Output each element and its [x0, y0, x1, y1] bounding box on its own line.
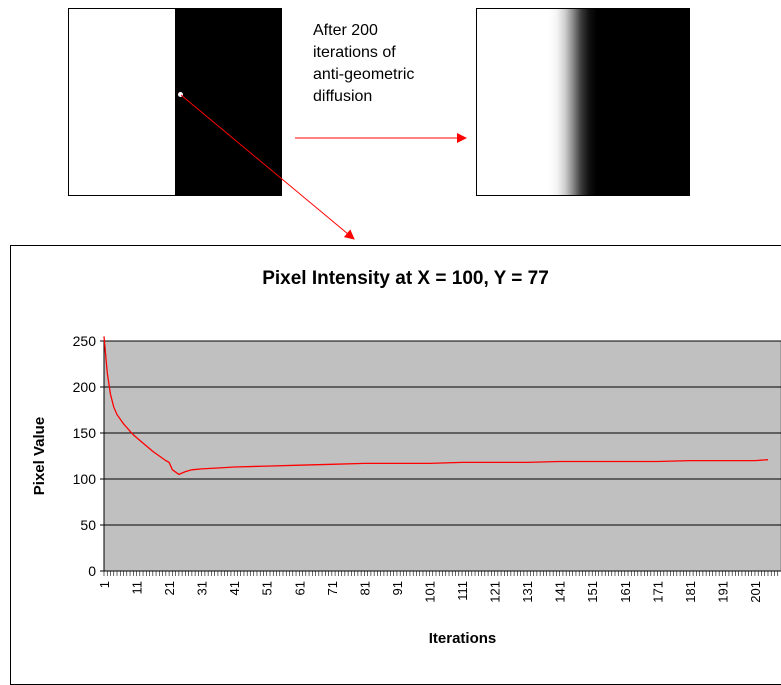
x-tick-label: 161: [618, 581, 633, 603]
caption-line-3: anti-geometric: [313, 66, 415, 83]
x-tick-label: 111: [455, 581, 470, 601]
x-tick-label: 171: [650, 581, 665, 603]
x-tick-label: 101: [422, 581, 437, 603]
x-tick-label: 11: [130, 581, 145, 595]
probe-pixel-marker: [178, 92, 183, 97]
y-tick-label: 200: [73, 379, 97, 395]
x-tick-label: 121: [488, 581, 503, 603]
x-tick-label: 21: [162, 581, 177, 595]
arrows-overlay: [180, 94, 467, 240]
x-tick-label: 191: [715, 581, 730, 603]
y-tick-label: 150: [73, 425, 97, 441]
x-tick-label: 181: [683, 581, 698, 603]
x-tick-label: 41: [227, 581, 242, 595]
x-tick-label: 51: [260, 581, 275, 595]
x-tick-label: 151: [585, 581, 600, 603]
y-tick-label: 250: [73, 333, 97, 349]
x-tick-label: 71: [325, 581, 340, 595]
original-image-white-region: [69, 9, 175, 195]
x-axis-label: Iterations: [429, 630, 497, 647]
x-tick-label: 131: [520, 581, 535, 603]
diffused-image: [476, 8, 690, 196]
x-tick-label: 31: [195, 581, 210, 595]
y-tick-label: 50: [80, 517, 96, 533]
x-tick-label: 201: [748, 581, 763, 603]
probe-to-chart-arrow: [180, 94, 355, 240]
caption-line-1: After 200: [313, 22, 378, 39]
chart-title: Pixel Intensity at X = 100, Y = 77: [262, 268, 549, 289]
x-tick-label: 81: [357, 581, 372, 595]
y-tick-label: 100: [73, 471, 97, 487]
plot-area: [103, 340, 781, 572]
x-tick-label: 61: [292, 581, 307, 595]
y-axis-label: Pixel Value: [31, 417, 48, 495]
diffusion-caption: After 200 iterations of anti-geometric d…: [313, 20, 473, 108]
original-image: [68, 8, 282, 196]
x-tick-label: 141: [553, 581, 568, 603]
x-tick-label: 91: [390, 581, 405, 595]
series-line: [103, 336, 769, 476]
caption-line-4: diffusion: [313, 88, 373, 105]
y-tick-label: 0: [88, 563, 96, 579]
x-tick-label: 1: [97, 581, 112, 588]
caption-line-2: iterations of: [313, 44, 396, 61]
